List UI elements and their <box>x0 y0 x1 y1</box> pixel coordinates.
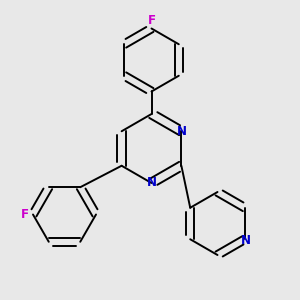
Text: N: N <box>176 125 186 138</box>
Text: F: F <box>148 14 155 28</box>
Text: N: N <box>240 234 250 247</box>
Text: N: N <box>146 176 157 190</box>
Text: F: F <box>21 208 28 221</box>
